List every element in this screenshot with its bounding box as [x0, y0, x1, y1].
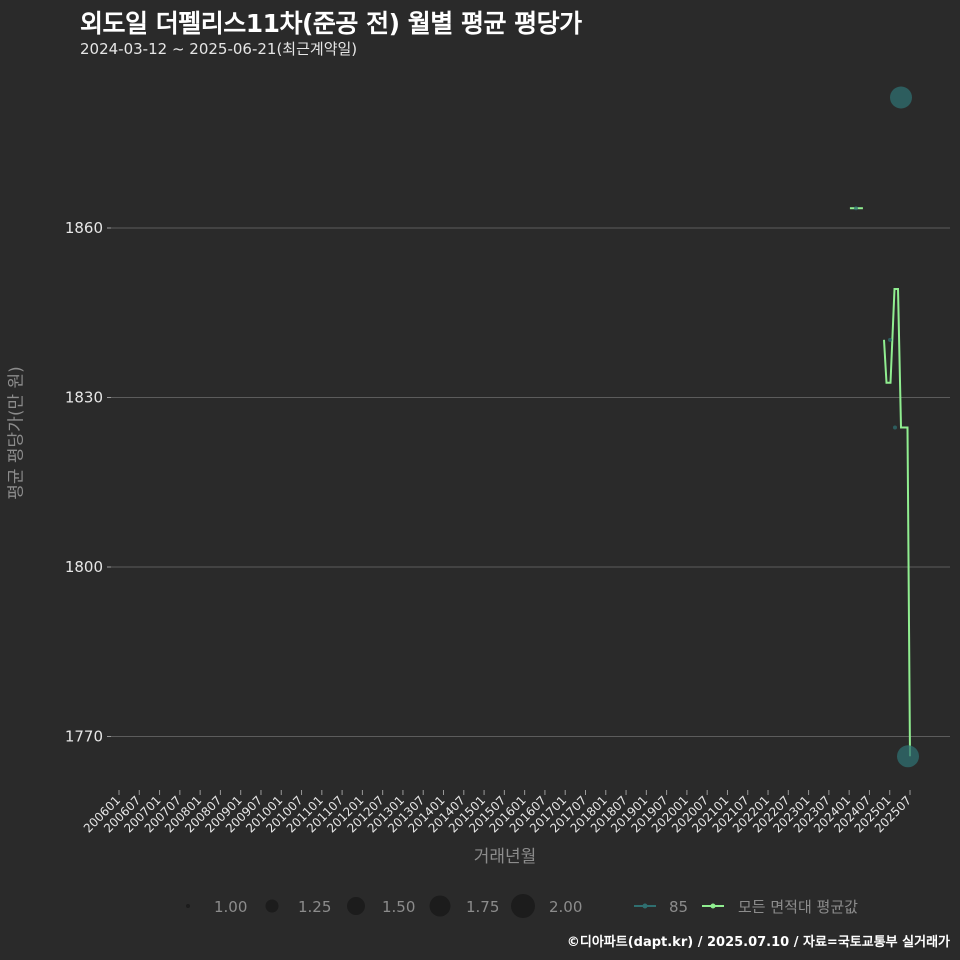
y-tick-label: 1860 [65, 219, 103, 237]
legend-size-icon [429, 895, 451, 917]
data-point-85[interactable] [890, 86, 912, 109]
legend-size-icon [511, 894, 535, 918]
y-tick-label: 1830 [65, 389, 103, 407]
data-point-85[interactable] [854, 206, 858, 211]
y-tick-label: 1800 [65, 558, 103, 576]
legend-series-label[interactable]: 모든 면적대 평균값 [738, 898, 858, 916]
legend-size-label: 2.00 [549, 898, 582, 916]
legend-size-label: 1.25 [298, 898, 331, 916]
legend-size-label: 1.00 [214, 898, 247, 916]
legend-size-icon [265, 899, 279, 913]
legend-point-icon [642, 903, 648, 909]
legend-series-label[interactable]: 85 [669, 898, 688, 916]
source-caption: ©디아파트(dapt.kr) / 2025.07.10 / 자료=국토교통부 실… [566, 935, 950, 950]
avg-line [883, 288, 911, 757]
data-point-85[interactable] [897, 745, 919, 768]
chart-title: 외도일 더펠리스11차(준공 전) 월별 평균 평당가 [80, 9, 582, 38]
legend-size-icon [186, 904, 190, 908]
data-point-85[interactable] [888, 337, 892, 342]
x-axis-title: 거래년월 [473, 847, 537, 867]
legend-point-icon [710, 903, 716, 909]
legend-size-icon [347, 897, 365, 915]
chart-subtitle: 2024-03-12 ~ 2025-06-21(최근계약일) [80, 40, 358, 58]
y-tick-label: 1770 [65, 728, 103, 746]
legend-size-label: 1.50 [382, 898, 415, 916]
data-point-85[interactable] [893, 425, 897, 430]
legend-size-label: 1.75 [466, 898, 499, 916]
